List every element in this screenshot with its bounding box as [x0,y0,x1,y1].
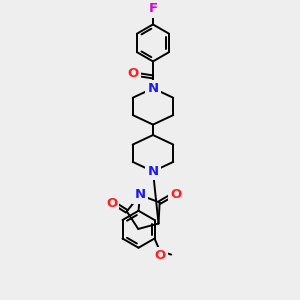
Text: O: O [128,67,139,80]
Text: O: O [106,197,117,210]
Text: F: F [148,2,158,15]
Text: N: N [147,82,158,95]
Text: O: O [170,188,182,201]
Text: N: N [134,188,146,202]
Text: N: N [147,165,158,178]
Text: O: O [154,249,166,262]
